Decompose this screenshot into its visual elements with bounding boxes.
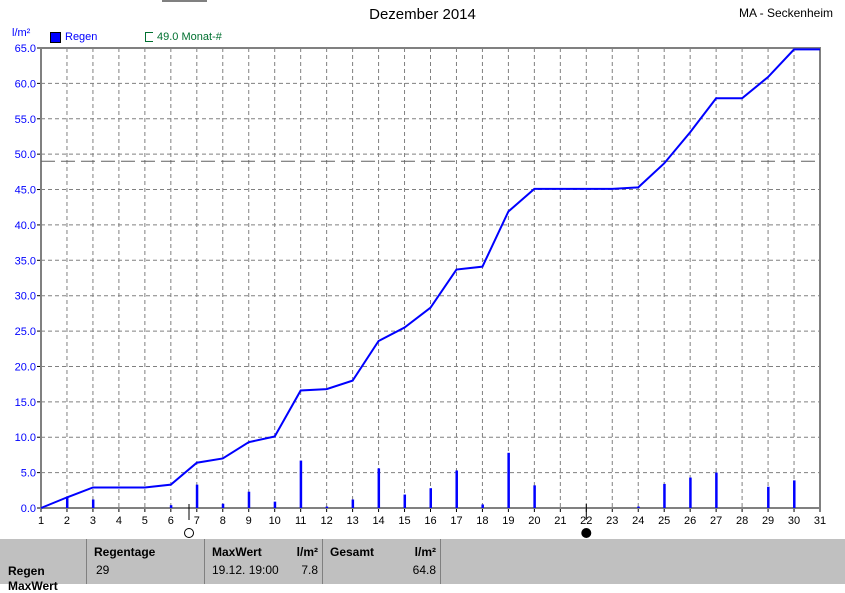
rain-bar <box>195 484 199 508</box>
rain-bar <box>455 470 458 508</box>
x-tick-label: 5 <box>142 515 148 527</box>
station-name: MA - Seckenheim <box>738 6 833 20</box>
x-tick-label: 27 <box>710 515 722 527</box>
rain-bar <box>91 499 95 508</box>
x-tick-label: 2 <box>64 515 70 527</box>
x-tick-label: 4 <box>116 515 122 527</box>
summary-table: Regen MaxWert Regentage 29 MaxWert l/m² … <box>0 538 845 593</box>
summary-row-label-cell: Regen MaxWert <box>0 539 87 593</box>
rain-bar <box>767 486 770 508</box>
gesamt-unit: l/m² <box>414 545 436 559</box>
y-tick-label: 25.0 <box>15 326 36 338</box>
y-tick-label: 5.0 <box>21 468 36 480</box>
first-quarter-moon-icon <box>184 528 195 538</box>
maxwert-unit: l/m² <box>296 545 318 559</box>
x-tick-label: 9 <box>246 515 252 527</box>
y-tick-label: 65.0 <box>15 43 36 55</box>
x-tick-label: 11 <box>295 515 306 527</box>
top-bar-decoration <box>162 0 207 2</box>
x-tick-label: 15 <box>398 515 410 527</box>
gesamt-value: 64.8 <box>412 563 436 577</box>
x-tick-label: 22 <box>580 515 592 527</box>
rain-bar <box>221 503 225 508</box>
x-tick-label: 24 <box>632 515 644 527</box>
x-tick-label: 25 <box>658 515 670 527</box>
regentage-value: 29 <box>96 563 110 577</box>
x-tick-label: 17 <box>450 515 462 527</box>
maxwert-value: 7.8 <box>301 563 318 577</box>
x-tick-label: 26 <box>684 515 696 527</box>
rain-bar <box>377 468 381 508</box>
x-tick-label: 28 <box>736 515 748 527</box>
x-tick-label: 3 <box>90 515 96 527</box>
y-tick-label: 60.0 <box>15 78 36 90</box>
row-label-maxwert: MaxWert <box>8 579 58 593</box>
rain-bar <box>689 477 692 508</box>
rain-bar <box>507 452 510 508</box>
y-tick-label: 30.0 <box>15 291 36 303</box>
y-axis-unit: l/m² <box>12 27 31 39</box>
x-tick-label: 6 <box>168 515 174 527</box>
rain-bar <box>169 505 173 508</box>
y-tick-label: 50.0 <box>15 149 36 161</box>
x-tick-label: 21 <box>554 515 566 527</box>
x-tick-label: 23 <box>606 515 618 527</box>
x-tick-label: 19 <box>502 515 514 527</box>
rain-bar <box>429 488 432 508</box>
x-tick-label: 20 <box>528 515 540 527</box>
rain-bar <box>715 472 718 508</box>
plot-frame <box>40 47 821 509</box>
x-tick-label: 8 <box>220 515 226 527</box>
gesamt-cell: Gesamt l/m² 64.8 <box>323 539 441 584</box>
maxwert-time: 19.12. 19:00 <box>212 563 279 577</box>
maxwert-cell: MaxWert l/m² 19.12. 19:00 7.8 <box>205 539 323 584</box>
rain-bar <box>247 491 251 508</box>
rain-bar <box>403 494 407 508</box>
x-tick-label: 16 <box>424 515 436 527</box>
x-tick-label: 1 <box>38 515 44 527</box>
rain-bar <box>533 485 536 508</box>
x-tick-label: 12 <box>321 515 333 527</box>
chart-title: Dezember 2014 <box>369 6 476 23</box>
legend-rain-swatch <box>50 31 61 43</box>
y-tick-label: 0.0 <box>21 503 36 515</box>
rain-bar <box>481 504 484 508</box>
rain-bar <box>637 506 640 508</box>
y-tick-label: 40.0 <box>15 220 36 232</box>
rain-bar <box>663 483 666 508</box>
rain-bar <box>299 460 303 508</box>
legend-reference: 49.0 Monat-# <box>145 31 222 43</box>
x-tick-label: 10 <box>269 515 281 527</box>
maxwert-label: MaxWert <box>212 545 262 559</box>
x-tick-label: 7 <box>194 515 200 527</box>
cumulative-rain-line <box>40 48 820 509</box>
y-tick-label: 35.0 <box>15 255 36 267</box>
legend-reference-label: 49.0 Monat-# <box>157 31 222 43</box>
y-tick-label: 15.0 <box>15 397 36 409</box>
rain-bar <box>273 501 277 508</box>
rain-chart: 0.0 5.0 10.0 15.0 20.0 25.0 30.0 35.0 40.0 45.0 50… <box>15 43 826 538</box>
new-moon-moon-icon <box>581 528 592 538</box>
y-tick-label: 55.0 <box>15 114 36 126</box>
x-tick-label: 31 <box>814 515 826 527</box>
x-tick-label: 13 <box>346 515 358 527</box>
legend-rain-label: Regen <box>65 31 98 43</box>
regentage-label: Regentage <box>94 545 156 559</box>
x-tick-label: 30 <box>788 515 800 527</box>
rain-bar <box>793 480 796 508</box>
y-tick-label: 10.0 <box>15 432 36 444</box>
rain-bar <box>65 497 69 508</box>
row-label-regen: Regen <box>8 564 45 578</box>
x-tick-label: 14 <box>372 515 384 527</box>
y-tick-label: 20.0 <box>15 361 36 373</box>
legend-rain: Regen <box>50 31 97 43</box>
x-tick-label: 18 <box>476 515 488 527</box>
gesamt-label: Gesamt <box>330 545 375 559</box>
rain-bar <box>325 506 329 508</box>
regentage-cell: Regentage 29 <box>87 539 205 584</box>
rain-bar <box>351 499 355 508</box>
legend-reference-swatch <box>145 32 153 42</box>
x-tick-label: 29 <box>762 515 774 527</box>
y-tick-label: 45.0 <box>15 185 36 197</box>
